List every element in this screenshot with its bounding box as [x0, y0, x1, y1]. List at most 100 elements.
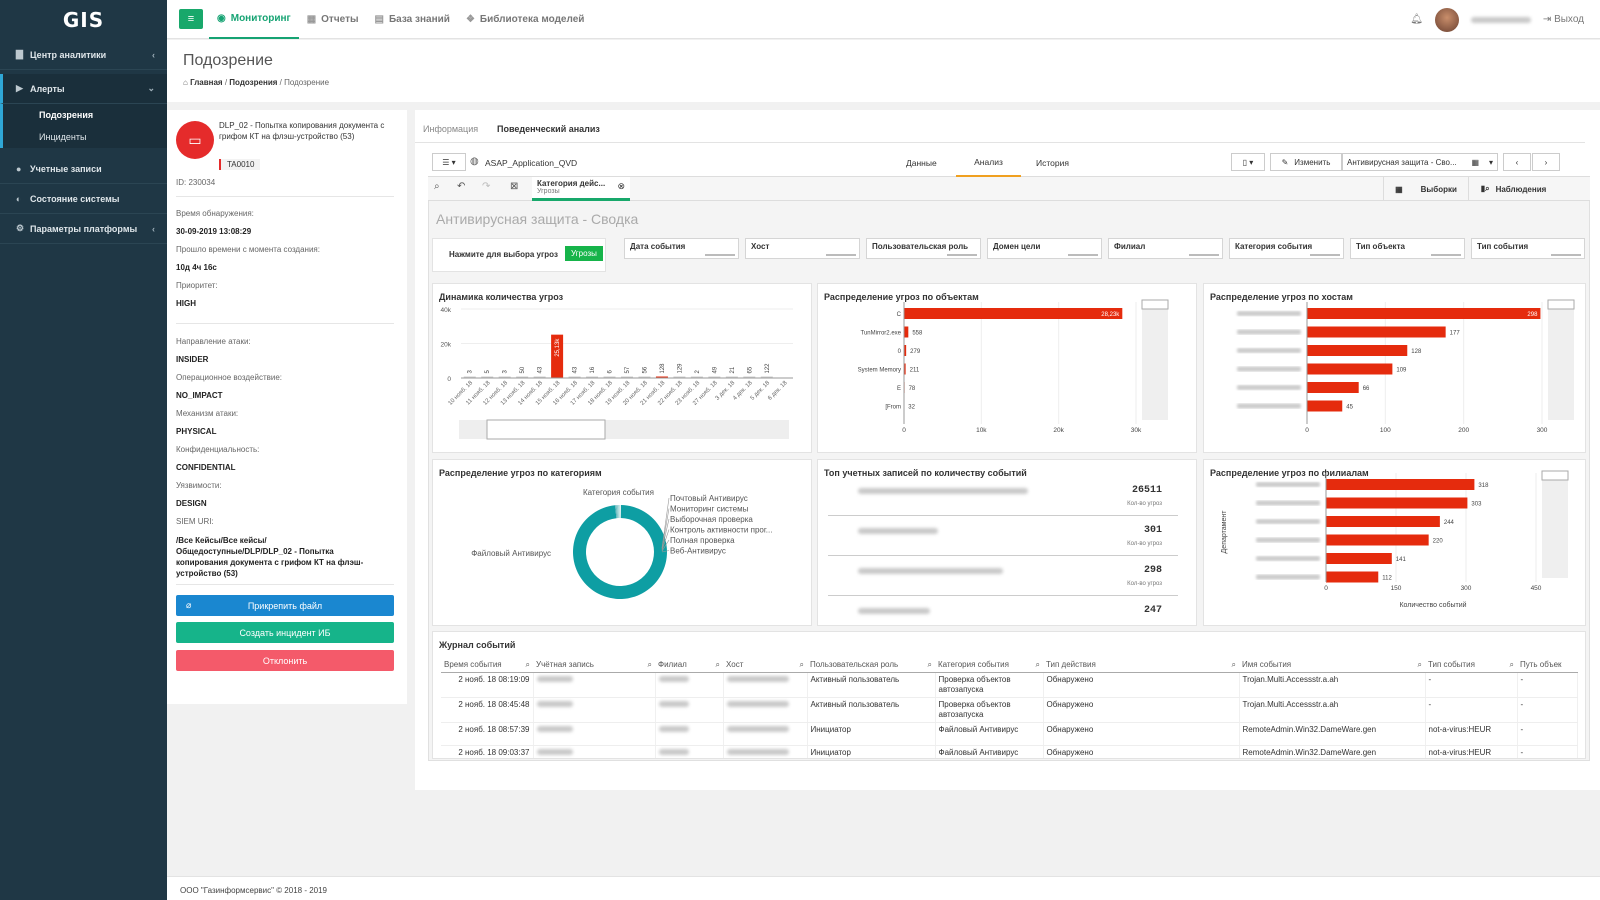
search-icon[interactable]: ⌕ — [927, 659, 932, 669]
threats-button[interactable]: Угрозы — [565, 246, 603, 261]
search-icon[interactable]: ⌕ — [525, 659, 530, 669]
leader-line — [661, 539, 670, 552]
close-icon[interactable]: ⊗ — [617, 181, 625, 191]
bell-icon[interactable]: 🔔︎ — [1410, 14, 1423, 25]
filter-event-date[interactable]: Дата события — [624, 238, 739, 259]
search-icon[interactable]: ⌕ — [799, 659, 804, 669]
step-forward-icon[interactable]: ↷ — [482, 181, 491, 192]
table-row[interactable]: 2 нояб. 18 08:19:09 Активный пользователь… — [441, 672, 1578, 698]
sidebar-item-platform-settings[interactable]: ⚙ Параметры платформы ‹ — [0, 214, 167, 244]
column-header[interactable]: Учётная запись ⌕ — [533, 658, 655, 673]
tab-information[interactable]: Информация — [423, 124, 479, 134]
selection-chip[interactable]: Категория дейс... Угрозы ⊗ — [532, 177, 630, 201]
book-icon: ▤ — [374, 13, 384, 25]
qlik-nav-analysis[interactable]: Анализ — [956, 149, 1021, 177]
sidebar-subitem-suspicions[interactable]: Подозрения — [0, 104, 167, 126]
reject-button[interactable]: Отклонить — [176, 650, 394, 671]
breadcrumb-home[interactable]: Главная — [190, 78, 223, 87]
search-icon[interactable]: ⌕ — [1509, 659, 1514, 669]
nav-knowledge-base[interactable]: ▤ База знаний — [367, 0, 458, 39]
column-header[interactable]: Тип действия ⌕ — [1043, 658, 1239, 673]
top-account-row[interactable]: 247 — [828, 598, 1178, 636]
branches-chart[interactable]: 0 150 300 450 318 303 244 220 141 112 Количество с… — [1204, 460, 1585, 625]
filter-event-type[interactable]: Тип события — [1471, 238, 1585, 259]
column-header[interactable]: Путь объек — [1517, 658, 1577, 673]
objects-chart[interactable]: 0 10k 20k 30k 28,23k C 558 TunMirror2.exe 279 0 21… — [818, 284, 1196, 452]
column-header[interactable]: Категория события ⌕ — [935, 658, 1043, 673]
chevron-left-icon: ‹ — [1515, 157, 1519, 167]
search-icon[interactable]: ⌕ — [1417, 659, 1422, 669]
blurred-label — [1256, 500, 1320, 506]
top-account-row[interactable]: 26511 Кол-во угроз — [828, 478, 1178, 516]
categories-donut-chart[interactable]: Файловый Антивирус Почтовый Антивирус Мони… — [433, 460, 811, 625]
menu-toggle-button[interactable]: ≡ — [179, 9, 203, 29]
table-row[interactable]: 2 нояб. 18 09:03:37 Инициатор Файловый Ант… — [441, 745, 1578, 758]
x-axis-label: Количество событий — [1399, 601, 1466, 609]
divider — [176, 196, 394, 197]
prev-sheet-button[interactable]: ‹ — [1503, 153, 1531, 171]
nav-model-library[interactable]: ❖ Библиотека моделей — [458, 0, 592, 39]
clear-selections-icon[interactable]: ⊠ — [510, 181, 519, 192]
blurred-label — [1256, 519, 1320, 524]
table-row[interactable]: 2 нояб. 18 08:57:39 Инициатор Файловый Ант… — [441, 722, 1578, 746]
table-cell: Активный пользователь — [807, 672, 936, 698]
search-icon[interactable]: ⌕ — [1231, 659, 1236, 669]
app-logo[interactable]: GIS — [62, 8, 105, 32]
column-header[interactable]: Филиал ⌕ — [655, 658, 723, 673]
hamburger-menu-button[interactable]: ☰ ▾ — [432, 153, 466, 171]
sidebar-subitem-incidents[interactable]: Инциденты — [0, 126, 167, 148]
search-icon[interactable]: ⌕ — [715, 659, 720, 669]
nav-monitoring[interactable]: ◉ Мониторинг — [209, 0, 299, 39]
bar — [904, 326, 909, 338]
bar-label: 66 — [1363, 386, 1370, 392]
button-label: Прикрепить файл — [247, 600, 323, 611]
filter-branch[interactable]: Филиал — [1108, 238, 1223, 259]
filter-user-role[interactable]: Пользовательская роль — [866, 238, 981, 259]
sidebar-item-accounts[interactable]: ● Учетные записи — [0, 154, 167, 184]
tab-behavior-analysis[interactable]: Поведенческий анализ — [497, 124, 600, 134]
filter-event-category[interactable]: Категория события — [1229, 238, 1344, 259]
search-icon[interactable]: ⌕ — [1035, 659, 1040, 669]
column-header[interactable]: Тип события ⌕ — [1425, 658, 1517, 673]
attach-file-button[interactable]: ⌀ Прикрепить файл — [176, 595, 394, 616]
hosts-chart[interactable]: 0 100 200 300 298 177 128 109 66 45 — [1204, 284, 1585, 452]
column-header[interactable]: Пользовательская роль ⌕ — [807, 658, 935, 673]
x-tick-label: 30k — [1131, 427, 1142, 434]
top-account-row[interactable]: 301 Кол-во угроз — [828, 518, 1178, 556]
step-back-icon[interactable]: ↶ — [457, 181, 466, 192]
sidebar-item-system-state[interactable]: ◐ Состояние системы — [0, 184, 167, 214]
nav-reports[interactable]: ▦ Отчеты — [299, 0, 367, 39]
globe-icon: ◍ — [470, 156, 479, 167]
logout-link[interactable]: ⇥ Выход — [1543, 14, 1584, 25]
column-header[interactable]: Время события ⌕ — [441, 658, 533, 673]
search-icon[interactable]: ⌕ — [647, 659, 652, 669]
edit-button[interactable]: ✎ Изменить — [1270, 153, 1342, 171]
column-header[interactable]: Имя события ⌕ — [1239, 658, 1425, 673]
table-cell: Обнаружено — [1043, 697, 1240, 723]
next-sheet-button[interactable]: › — [1532, 153, 1560, 171]
username-blurred[interactable] — [1470, 16, 1531, 23]
column-header[interactable]: Хост ⌕ — [723, 658, 807, 673]
filter-object-type[interactable]: Тип объекта — [1350, 238, 1465, 259]
breadcrumb-suspicions[interactable]: Подозрения — [229, 78, 278, 87]
table-cell — [655, 745, 724, 758]
filter-target-domain[interactable]: Домен цели — [987, 238, 1102, 259]
top-account-row[interactable]: 298 Кол-во угроз — [828, 558, 1178, 596]
create-incident-button[interactable]: Создать инцидент ИБ — [176, 622, 394, 643]
bookmark-button[interactable]: ▯ ▾ — [1231, 153, 1265, 171]
siem-uri[interactable]: /Все Кейсы/Все кейсы/Общедоступные/DLP/D… — [176, 536, 364, 578]
sidebar-item-analytics[interactable]: ▇ Центр аналитики ‹ — [0, 40, 167, 70]
table-row[interactable]: 2 нояб. 18 08:45:48 Активный пользователь… — [441, 697, 1578, 723]
button-label: Изменить — [1294, 157, 1331, 167]
qlik-nav-history[interactable]: История — [1036, 158, 1069, 168]
avatar[interactable] — [1434, 7, 1459, 32]
sidebar-item-alerts[interactable]: ▶ Алерты ⌄ — [0, 74, 167, 104]
account-name-blurred — [858, 488, 1028, 494]
filter-host[interactable]: Хост — [745, 238, 860, 259]
selections-button[interactable]: ▦ Выборки — [1383, 177, 1468, 201]
smart-search-icon[interactable]: ⌕ — [434, 181, 440, 192]
sheet-selector[interactable]: Антивирусная защита - Сво... ▦ ▾ — [1342, 153, 1498, 171]
insights-button[interactable]: ▮⌕ Наблюдения — [1468, 177, 1558, 201]
qlik-nav-data[interactable]: Данные — [906, 158, 937, 168]
